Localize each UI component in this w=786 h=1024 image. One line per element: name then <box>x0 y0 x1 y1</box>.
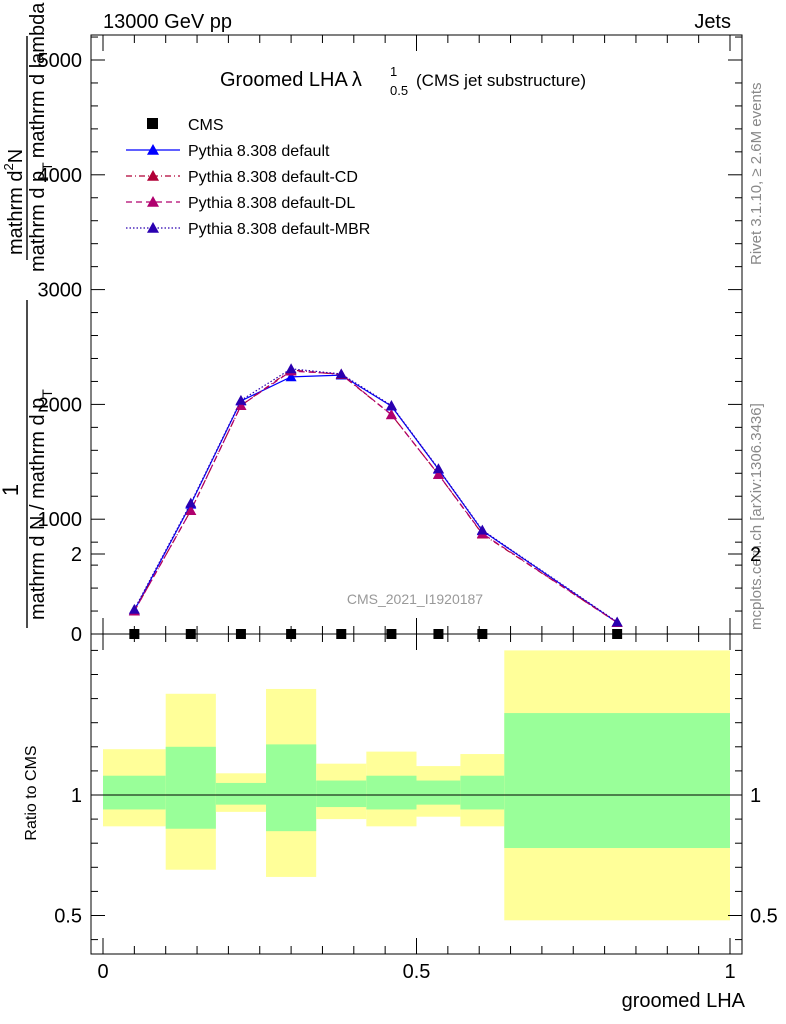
rivet-version-label: Rivet 3.1.10, ≥ 2.6M events <box>748 83 765 266</box>
title-lambda-sup: 1 <box>390 64 397 79</box>
main-plot-series <box>128 363 623 639</box>
ratio-bin <box>366 751 417 827</box>
process-label: Jets <box>694 11 731 33</box>
ratio-y-axis-label: Ratio to CMS <box>23 745 40 840</box>
series-pythia-8-308-default <box>128 369 623 627</box>
main-x-axis-ticks <box>102 35 731 634</box>
ratio-band-green <box>366 775 417 810</box>
legend-entry: Pythia 8.308 default-MBR <box>126 221 370 238</box>
ratio-bin <box>266 688 317 877</box>
series-line <box>133 374 618 624</box>
ratio-x-axis-ticks: 0 0.5 1 <box>97 634 736 983</box>
ratio-bin <box>316 763 367 820</box>
ylabel-fraction-top: mathrm d N / mathrm d pT <box>27 389 55 620</box>
ratio-ytick-label-left: 1 <box>71 785 82 807</box>
series-marker <box>235 400 247 410</box>
legend: CMS Pythia 8.308 default Pythia 8.308 defa… <box>126 117 370 238</box>
legend-entry: Pythia 8.308 default-CD <box>126 169 358 186</box>
series-marker <box>185 497 197 508</box>
series-marker <box>611 616 623 627</box>
legend-entry: CMS <box>147 117 224 134</box>
series-marker <box>128 603 140 614</box>
legend-marker <box>147 144 159 155</box>
series-marker <box>432 468 444 479</box>
ratio-bin <box>504 650 730 921</box>
ratio-band-green <box>316 780 367 808</box>
series-line <box>133 368 618 623</box>
ylabel-denominator: mathrm d pTmathrm d lambda <box>27 2 55 272</box>
main-ytick-label: 1000 <box>38 509 83 531</box>
series-marker <box>185 505 197 515</box>
ratio-ytick-label-left: 2 <box>71 544 82 566</box>
series-marker <box>385 409 397 420</box>
legend-label: Pythia 8.308 default-MBR <box>188 221 370 238</box>
ratio-bin <box>103 749 166 827</box>
main-ytick-label: 3000 <box>38 280 83 302</box>
main-ytick-label: 4000 <box>38 165 83 187</box>
series-marker <box>432 463 444 474</box>
analysis-watermark: CMS_2021_I1920187 <box>347 591 483 607</box>
ratio-bin <box>416 766 461 817</box>
mcplots-label: mcplots.cern.ch [arXiv:1306.3436] <box>748 403 765 630</box>
ratio-band-green <box>460 775 505 810</box>
ratio-ytick-label-right: 2 <box>750 544 761 566</box>
ratio-xtick-label: 1 <box>724 961 735 983</box>
title-lambda: λ <box>352 69 362 91</box>
ratio-bin <box>165 693 216 870</box>
main-ytick-label: 5000 <box>38 50 83 72</box>
series-marker <box>385 400 397 410</box>
ratio-ytick-label-right: 1 <box>750 785 761 807</box>
ratio-bin <box>215 773 267 812</box>
series-line <box>133 369 618 624</box>
ratio-xtick-label: 0 <box>97 961 108 983</box>
legend-marker <box>147 170 159 181</box>
ratio-band-green <box>165 746 216 829</box>
series-pythia-8-308-default-dl <box>128 365 623 627</box>
legend-marker <box>147 222 159 233</box>
series-marker <box>285 371 297 382</box>
title-note: (CMS jet substructure) <box>416 71 586 90</box>
collision-energy-label: 13000 GeV pp <box>103 11 232 33</box>
series-marker <box>476 524 488 535</box>
series-marker <box>285 363 297 374</box>
series-pythia-8-308-default-cd <box>128 364 623 627</box>
legend-marker-cms <box>147 118 158 129</box>
series-marker <box>335 368 347 379</box>
title-lambda-sub: 0.5 <box>390 83 408 98</box>
main-ytick-label: 2000 <box>38 394 83 416</box>
main-y-axis-ticks: 0 1000 2000 3000 4000 5000 <box>38 36 742 646</box>
main-y-axis-label: 1 mathrm d N / mathrm d pT mathrm d2N ma… <box>0 2 55 628</box>
legend-label: Pythia 8.308 default-CD <box>188 169 358 186</box>
legend-marker <box>147 196 159 207</box>
series-pythia-8-308-default-mbr <box>128 363 623 627</box>
series-line <box>133 370 618 624</box>
ratio-band-green <box>504 713 730 849</box>
legend-label: CMS <box>188 117 224 134</box>
ratio-xtick-label: 0.5 <box>403 961 431 983</box>
legend-entry: Pythia 8.308 default <box>126 143 330 160</box>
legend-entry: Pythia 8.308 default-DL <box>126 195 355 212</box>
series-marker <box>235 394 247 405</box>
ratio-band-green <box>103 775 166 810</box>
ratio-bin <box>460 754 505 827</box>
ylabel-prefix: 1 <box>0 484 23 496</box>
ratio-band-green <box>215 782 267 805</box>
main-plot-title: Groomed LHA λ 1 0.5 (CMS jet substructure… <box>220 64 586 98</box>
main-ytick-label: 0 <box>71 624 82 646</box>
legend-label: Pythia 8.308 default-DL <box>188 195 355 212</box>
ratio-y-axis-ticks: 0.5 0.5 1 1 2 2 <box>54 544 778 941</box>
ratio-band-green <box>266 744 317 832</box>
ratio-ytick-label-left: 0.5 <box>54 906 82 928</box>
x-axis-label: groomed LHA <box>622 990 746 1012</box>
title-main: Groomed LHA <box>220 69 348 91</box>
legend-label: Pythia 8.308 default <box>188 143 330 160</box>
ratio-bands <box>103 650 730 921</box>
ratio-ytick-label-right: 0.5 <box>750 906 778 928</box>
ratio-band-green <box>416 780 461 805</box>
ylabel-numerator: mathrm d2N <box>1 149 27 255</box>
